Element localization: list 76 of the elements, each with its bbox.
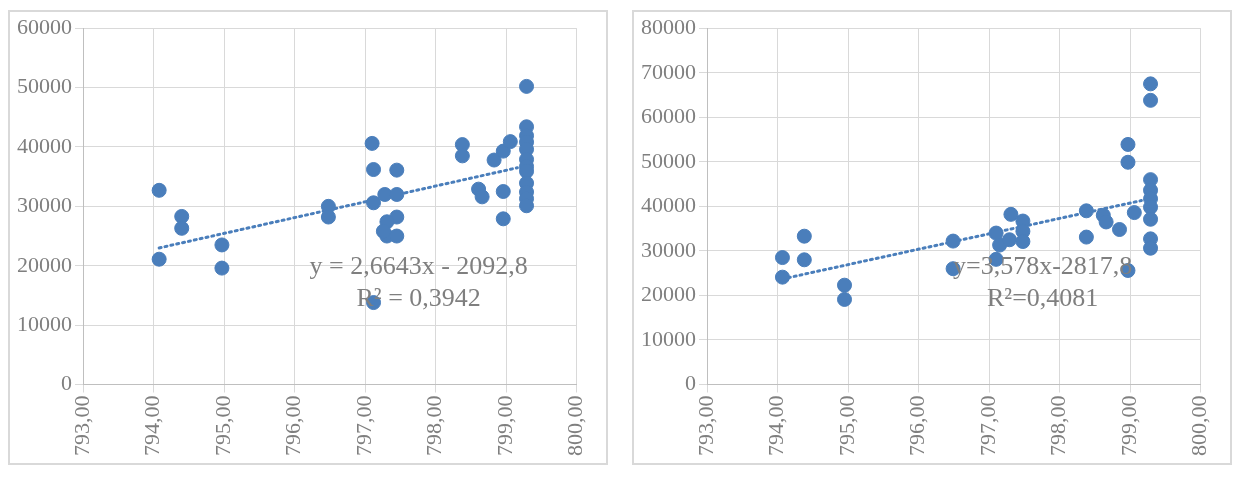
point [1003, 206, 1019, 222]
point [495, 184, 511, 199]
point [1120, 154, 1136, 170]
y-tick-label: 60000 [17, 13, 72, 39]
x-tick-label: 794,00 [763, 395, 789, 456]
point [454, 148, 470, 164]
x-tick-label: 797,00 [350, 395, 376, 456]
y-tick-label: 40000 [641, 192, 696, 218]
point [174, 220, 190, 236]
y-tick-label: 10000 [641, 325, 696, 351]
point [837, 277, 852, 293]
point [1126, 205, 1142, 221]
x-tick-label: 795,00 [209, 395, 235, 456]
point [389, 162, 405, 178]
point [1002, 232, 1018, 248]
point [366, 162, 382, 178]
x-tick-label: 799,00 [491, 395, 517, 456]
y-tick-label: 70000 [641, 58, 696, 84]
point [1120, 136, 1136, 152]
point [1098, 214, 1114, 230]
y-tick-label: 30000 [17, 192, 72, 218]
point [486, 152, 502, 168]
x-tick-label: 797,00 [974, 395, 1000, 456]
y-tick-label: 10000 [17, 310, 72, 336]
x-tick-label: 796,00 [280, 395, 306, 456]
point [988, 225, 1004, 241]
point [474, 189, 490, 205]
y-tick-label: 60000 [641, 103, 696, 129]
point [774, 269, 790, 285]
x-tick-label: 800,00 [1186, 395, 1212, 456]
x-tick-label: 798,00 [421, 395, 447, 456]
y-tick-label: 40000 [17, 132, 72, 158]
point [495, 143, 511, 159]
y-tick-label: 50000 [641, 147, 696, 173]
point [837, 291, 852, 307]
x-tick-label: 796,00 [904, 395, 930, 456]
x-tick-label: 793,00 [692, 395, 718, 456]
y-tick-label: 20000 [641, 281, 696, 307]
x-tick-label: 793,00 [68, 395, 94, 456]
point [774, 250, 790, 266]
y-tick-label: 50000 [17, 73, 72, 99]
annotation: y = 2,6643x - 2092,8 [309, 250, 528, 280]
point [320, 209, 336, 225]
annotation: R²=0,4081 [986, 282, 1099, 312]
point [1015, 234, 1031, 250]
y-tick-label: 0 [61, 370, 72, 396]
y-tick-label: 20000 [17, 251, 72, 277]
x-tick-label: 799,00 [1115, 395, 1141, 456]
x-tick-label: 798,00 [1045, 395, 1071, 456]
x-tick-label: 794,00 [139, 395, 165, 456]
x-tick-label: 795,00 [833, 395, 859, 456]
y-tick-label: 30000 [641, 236, 696, 262]
point [214, 237, 230, 253]
y-tick-label: 80000 [641, 13, 696, 39]
point [151, 182, 167, 198]
point [1078, 203, 1094, 219]
point [796, 228, 812, 244]
point [502, 134, 518, 150]
point [1143, 76, 1159, 92]
point [174, 208, 190, 224]
x-tick-label: 800,00 [562, 395, 588, 456]
point [1143, 92, 1159, 108]
point [945, 233, 961, 249]
point [796, 252, 812, 268]
point [1143, 211, 1159, 227]
point [364, 135, 380, 151]
point [375, 223, 391, 239]
point [151, 251, 167, 267]
point [519, 78, 535, 94]
point [495, 211, 511, 227]
point [214, 260, 230, 276]
point [366, 195, 382, 211]
point [389, 186, 405, 202]
point [1078, 229, 1094, 245]
point [1112, 222, 1128, 238]
y-tick-label: 0 [685, 370, 696, 396]
